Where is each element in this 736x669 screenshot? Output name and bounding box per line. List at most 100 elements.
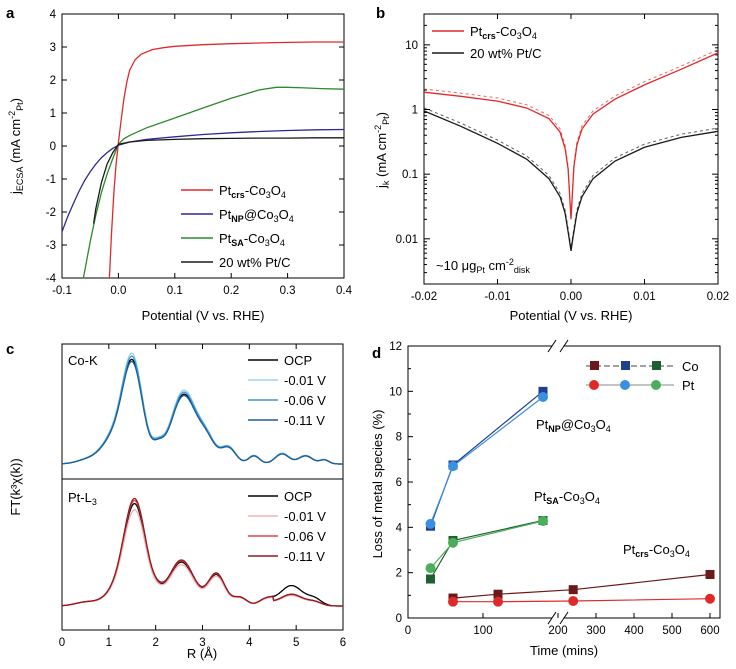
y-tick-label: 1 bbox=[412, 105, 418, 117]
x-tick-label: 0.2 bbox=[223, 285, 239, 297]
x-tick-label: 0.3 bbox=[280, 285, 296, 297]
y-tick-label: 6 bbox=[396, 477, 402, 489]
label-pt-crs-co3o4: Ptcrs-Co3O4 bbox=[623, 542, 690, 559]
series-line bbox=[108, 41, 344, 279]
y-tick-label: 10 bbox=[389, 386, 402, 398]
x-tick-label: 400 bbox=[624, 625, 643, 637]
x-tick-label: 0.1 bbox=[167, 285, 183, 297]
legend-label-pt-011: -0.11 V bbox=[284, 549, 325, 564]
legend-marker-pt-crs bbox=[589, 380, 599, 390]
y-tick-label: -1 bbox=[46, 174, 56, 186]
legend-label-pt-np: PtNP@Co3O4 bbox=[219, 207, 294, 224]
panel-a-ylabel: jECSA (mA cm-2Pt) bbox=[7, 98, 25, 195]
panel-b-ticks: -0.02 -0.01 0.00 0.01 0.02 0.01 0.1 1 10 bbox=[396, 13, 729, 303]
panel-a-legend: Ptcrs-Co3O4 PtNP@Co3O4 PtSA-Co3O4 20 wt%… bbox=[181, 183, 294, 270]
panel-b-letter: b bbox=[376, 5, 385, 22]
x-tick-label: 600 bbox=[700, 625, 719, 637]
y-tick-label: 0.01 bbox=[396, 234, 418, 246]
y-tick-label: 8 bbox=[396, 432, 402, 444]
data-point-co bbox=[426, 574, 435, 584]
x-tick-label: 5 bbox=[293, 637, 299, 649]
panel-b-xlabel: Potential (V vs. RHE) bbox=[510, 308, 633, 323]
panel-a-ticks: -0.1 0.0 0.1 0.2 0.3 0.4 -4 -3 -2 -1 0 1 2 3 4 bbox=[46, 9, 353, 297]
panel-c-chart: c 0 1 2 3 4 5 6 Co-K Pt-L3 OCP -0.01 V -0.06 V… bbox=[6, 341, 346, 661]
y-tick-label: 0 bbox=[396, 613, 402, 625]
legend-label-pt-ocp: OCP bbox=[284, 489, 312, 504]
y-tick-label: 2 bbox=[396, 568, 402, 580]
panel-a-xlabel: Potential (V vs. RHE) bbox=[142, 308, 265, 323]
legend-marker-pt-sa bbox=[651, 380, 661, 390]
y-tick-label: 0 bbox=[50, 141, 56, 153]
data-point-pt bbox=[448, 596, 458, 607]
legend-marker-co-crs bbox=[590, 361, 599, 370]
data-point-pt bbox=[448, 461, 458, 472]
legend-label-co-006: -0.06 V bbox=[284, 393, 326, 408]
legend-label-pt-sa: PtSA-Co3O4 bbox=[219, 231, 285, 248]
panel-a-letter: a bbox=[6, 5, 15, 22]
legend-label-co: Co bbox=[682, 359, 699, 374]
axis-break-mark bbox=[559, 339, 569, 353]
label-pt-np-co3o4: PtNP@Co3O4 bbox=[536, 417, 611, 434]
y-tick-label: 10 bbox=[405, 40, 418, 52]
panel-c-legend-bottom: OCP -0.01 V -0.06 V -0.11 V bbox=[248, 489, 326, 564]
x-tick-label: 0.00 bbox=[560, 291, 582, 303]
panel-d-ticks: 0 100 200 300 400 500 600 0 2 4 6 8 10 12 bbox=[389, 341, 719, 637]
axis-break-mark bbox=[547, 611, 557, 625]
data-point-pt bbox=[705, 593, 715, 604]
legend-label-pt-c: 20 wt% Pt/C bbox=[219, 255, 291, 270]
x-tick-label: 2 bbox=[152, 637, 158, 649]
panel-d-series bbox=[425, 386, 715, 607]
panel-d-ylabel: Loss of metal species (%) bbox=[370, 410, 385, 559]
series-fit-line bbox=[423, 49, 719, 217]
panel-d-legend: Co Pt bbox=[586, 359, 699, 393]
x-tick-label: -0.02 bbox=[411, 291, 437, 303]
y-tick-label: 2 bbox=[50, 75, 56, 87]
data-point-co bbox=[538, 386, 548, 396]
co-k-spectrum bbox=[62, 360, 343, 465]
legend-marker-co-sa bbox=[652, 361, 661, 370]
panel-b-ylabel: jk (mA cm-2Pt) bbox=[373, 112, 391, 189]
x-tick-label: 0.01 bbox=[633, 291, 655, 303]
y-tick-label: -3 bbox=[46, 240, 56, 252]
data-point-co bbox=[568, 585, 578, 595]
panel-c-xlabel: R (Å) bbox=[187, 646, 217, 661]
panel-c-legend-top: OCP -0.01 V -0.06 V -0.11 V bbox=[248, 353, 326, 428]
series-line bbox=[423, 52, 719, 220]
series-line bbox=[92, 137, 344, 224]
data-point-pt bbox=[493, 596, 503, 607]
x-tick-label: 200 bbox=[548, 625, 567, 637]
data-point-pt bbox=[425, 518, 436, 529]
data-point-pt bbox=[568, 596, 579, 606]
data-point-pt bbox=[425, 563, 436, 574]
x-tick-label: 300 bbox=[586, 625, 605, 637]
panel-c-top-label: Co-K bbox=[68, 353, 98, 368]
co-k-spectrum bbox=[61, 352, 343, 465]
legend-marker-co-np bbox=[621, 361, 630, 370]
series-line bbox=[82, 86, 345, 279]
x-tick-label: 0.0 bbox=[110, 285, 126, 297]
legend-marker-pt-np bbox=[620, 380, 630, 390]
series-line bbox=[429, 396, 544, 525]
panel-d-letter: d bbox=[372, 345, 381, 362]
x-tick-label: 0.4 bbox=[336, 285, 353, 297]
x-tick-label: 100 bbox=[473, 625, 492, 637]
y-tick-label: 12 bbox=[389, 341, 402, 353]
panel-a-series bbox=[61, 41, 345, 279]
panel-b-series bbox=[423, 49, 719, 251]
panel-c-series bbox=[61, 352, 343, 607]
x-tick-label: -0.1 bbox=[52, 285, 72, 297]
axis-break-mark bbox=[547, 339, 557, 353]
x-tick-label: 4 bbox=[246, 637, 253, 649]
panel-b-frame bbox=[423, 13, 719, 285]
y-tick-label: 1 bbox=[50, 108, 56, 120]
series-line bbox=[429, 390, 544, 527]
panel-d-xlabel: Time (mins) bbox=[530, 643, 598, 658]
series-fit-line bbox=[423, 107, 719, 248]
series-line bbox=[430, 520, 544, 569]
panel-a-chart: a -0.1 0.0 0.1 0.2 0.3 0.4 -4 -3 -2 -1 0 1 2 3 4 Poten… bbox=[6, 5, 353, 323]
legend-label-pt-001: -0.01 V bbox=[284, 509, 326, 524]
y-tick-label: 0.1 bbox=[402, 169, 418, 181]
panel-b-legend: Ptcrs-Co3O4 20 wt% Pt/C bbox=[432, 24, 542, 61]
y-tick-label: 4 bbox=[50, 9, 57, 21]
legend-label-co-011: -0.11 V bbox=[284, 413, 325, 428]
